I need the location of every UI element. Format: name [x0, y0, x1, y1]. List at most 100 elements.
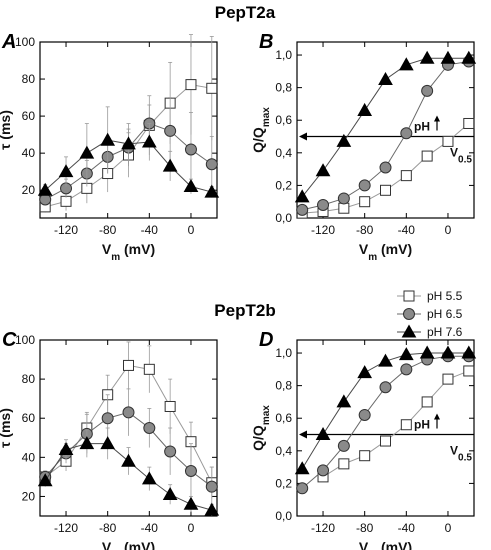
data-point — [317, 198, 330, 211]
series-ph-7-6 — [37, 427, 220, 516]
data-point — [315, 427, 331, 441]
y-tick-label: 0,2 — [275, 476, 292, 490]
legend: pH 5.5 pH 6.5 pH 7.6 — [397, 289, 463, 339]
y-tick-label: 100 — [15, 333, 35, 347]
data-point — [419, 50, 435, 64]
data-point — [378, 353, 393, 367]
data-point — [204, 502, 220, 516]
x-axis-label: Vm (mV) — [102, 241, 155, 263]
data-point — [440, 50, 456, 64]
data-point — [205, 158, 218, 171]
data-point — [357, 102, 373, 116]
y-tick-label: 0,0 — [275, 211, 292, 225]
data-point — [317, 464, 330, 477]
data-point — [205, 480, 218, 493]
data-point — [357, 365, 373, 379]
v-half-arrowhead — [299, 430, 307, 439]
y-tick-label: 0,8 — [275, 81, 292, 95]
data-point — [337, 439, 350, 452]
y-tick-label: 60 — [22, 109, 36, 123]
data-point — [184, 143, 197, 156]
data-point — [338, 458, 350, 470]
legend-marker — [403, 290, 415, 302]
data-point — [79, 145, 95, 159]
data-point — [378, 71, 393, 85]
data-point — [183, 178, 199, 193]
panel-c: C -120 -80 -40 0 20 40 60 80 100 Vm (mV) τ (ms) — [0, 329, 220, 550]
data-point — [461, 345, 477, 359]
y-tick-label: 0,8 — [275, 379, 292, 393]
data-point — [164, 400, 176, 412]
data-point — [294, 189, 310, 203]
x-tick-label: 0 — [188, 223, 195, 237]
data-point — [164, 445, 177, 458]
plot-frame — [39, 339, 218, 517]
panel-b: B -120 -80 -40 0 0,0 0,2 0,4 0,6 0,8 1,0 Vm (mV) Q/Q… — [250, 31, 477, 263]
legend-label: pH 5.5 — [427, 289, 463, 303]
data-point — [398, 347, 414, 361]
x-tick-label: -120 — [311, 223, 335, 237]
data-point — [60, 195, 72, 207]
legend-label: pH 6.5 — [427, 307, 463, 321]
y-tick-label: 0,6 — [275, 411, 292, 425]
series-ph-7-6 — [294, 50, 477, 203]
ph-arrow-label: pH — [414, 120, 430, 134]
data-point — [336, 394, 352, 408]
y-axis-label: τ (ms) — [0, 408, 13, 448]
series-ph-5-5 — [317, 365, 475, 483]
panel-letter: D — [259, 329, 273, 351]
y-axis-label: Q/Qmax — [250, 107, 272, 153]
x-tick-label: -40 — [398, 521, 416, 535]
data-point — [358, 408, 371, 421]
v-half-arrowhead — [299, 132, 307, 141]
data-point — [162, 158, 178, 172]
data-point — [442, 373, 454, 385]
series-ph-7-6 — [294, 345, 477, 475]
plot-frame — [39, 41, 218, 219]
data-point — [338, 202, 350, 214]
data-point — [58, 441, 74, 456]
data-point — [58, 164, 74, 178]
y-tick-label: 1,0 — [275, 346, 292, 360]
legend-item: pH 5.5 — [397, 289, 463, 303]
data-point — [123, 359, 134, 371]
data-point — [204, 184, 220, 198]
x-tick-label: -80 — [99, 521, 117, 535]
data-point — [380, 184, 391, 196]
data-point — [141, 471, 157, 485]
data-point — [143, 363, 155, 375]
x-tick-label: -120 — [54, 521, 78, 535]
data-point — [164, 124, 177, 137]
data-point — [121, 453, 136, 467]
y-tick-label: 0,2 — [275, 178, 292, 192]
x-tick-label: -120 — [311, 521, 335, 535]
v-half-label: V0.5 — [450, 444, 472, 464]
panel-letter: A — [1, 31, 16, 53]
section-title-peptase-b: PepT2b — [214, 301, 275, 320]
data-point — [185, 79, 197, 91]
y-axis-label: Q/Qmax — [250, 405, 272, 451]
data-point — [400, 127, 413, 140]
data-point — [359, 450, 371, 462]
plot-frame — [296, 41, 475, 219]
x-tick-label: -40 — [141, 223, 159, 237]
data-point — [100, 132, 116, 146]
data-point — [296, 203, 309, 216]
legend-item: pH 6.5 — [397, 307, 463, 321]
data-point — [143, 422, 156, 434]
y-tick-label: 0,6 — [275, 113, 292, 127]
data-point — [79, 436, 95, 450]
data-point — [101, 412, 114, 425]
series-line — [301, 352, 469, 470]
section-title-peptase-a: PepT2a — [215, 3, 276, 22]
data-point — [37, 473, 53, 487]
plot-frame — [296, 339, 475, 517]
y-tick-label: 80 — [22, 72, 36, 86]
data-point — [296, 482, 309, 495]
series-ph-6-5 — [296, 350, 475, 495]
data-point — [421, 396, 433, 408]
data-point — [294, 461, 310, 475]
y-tick-label: 0,4 — [275, 146, 292, 160]
x-tick-label: -80 — [356, 521, 374, 535]
